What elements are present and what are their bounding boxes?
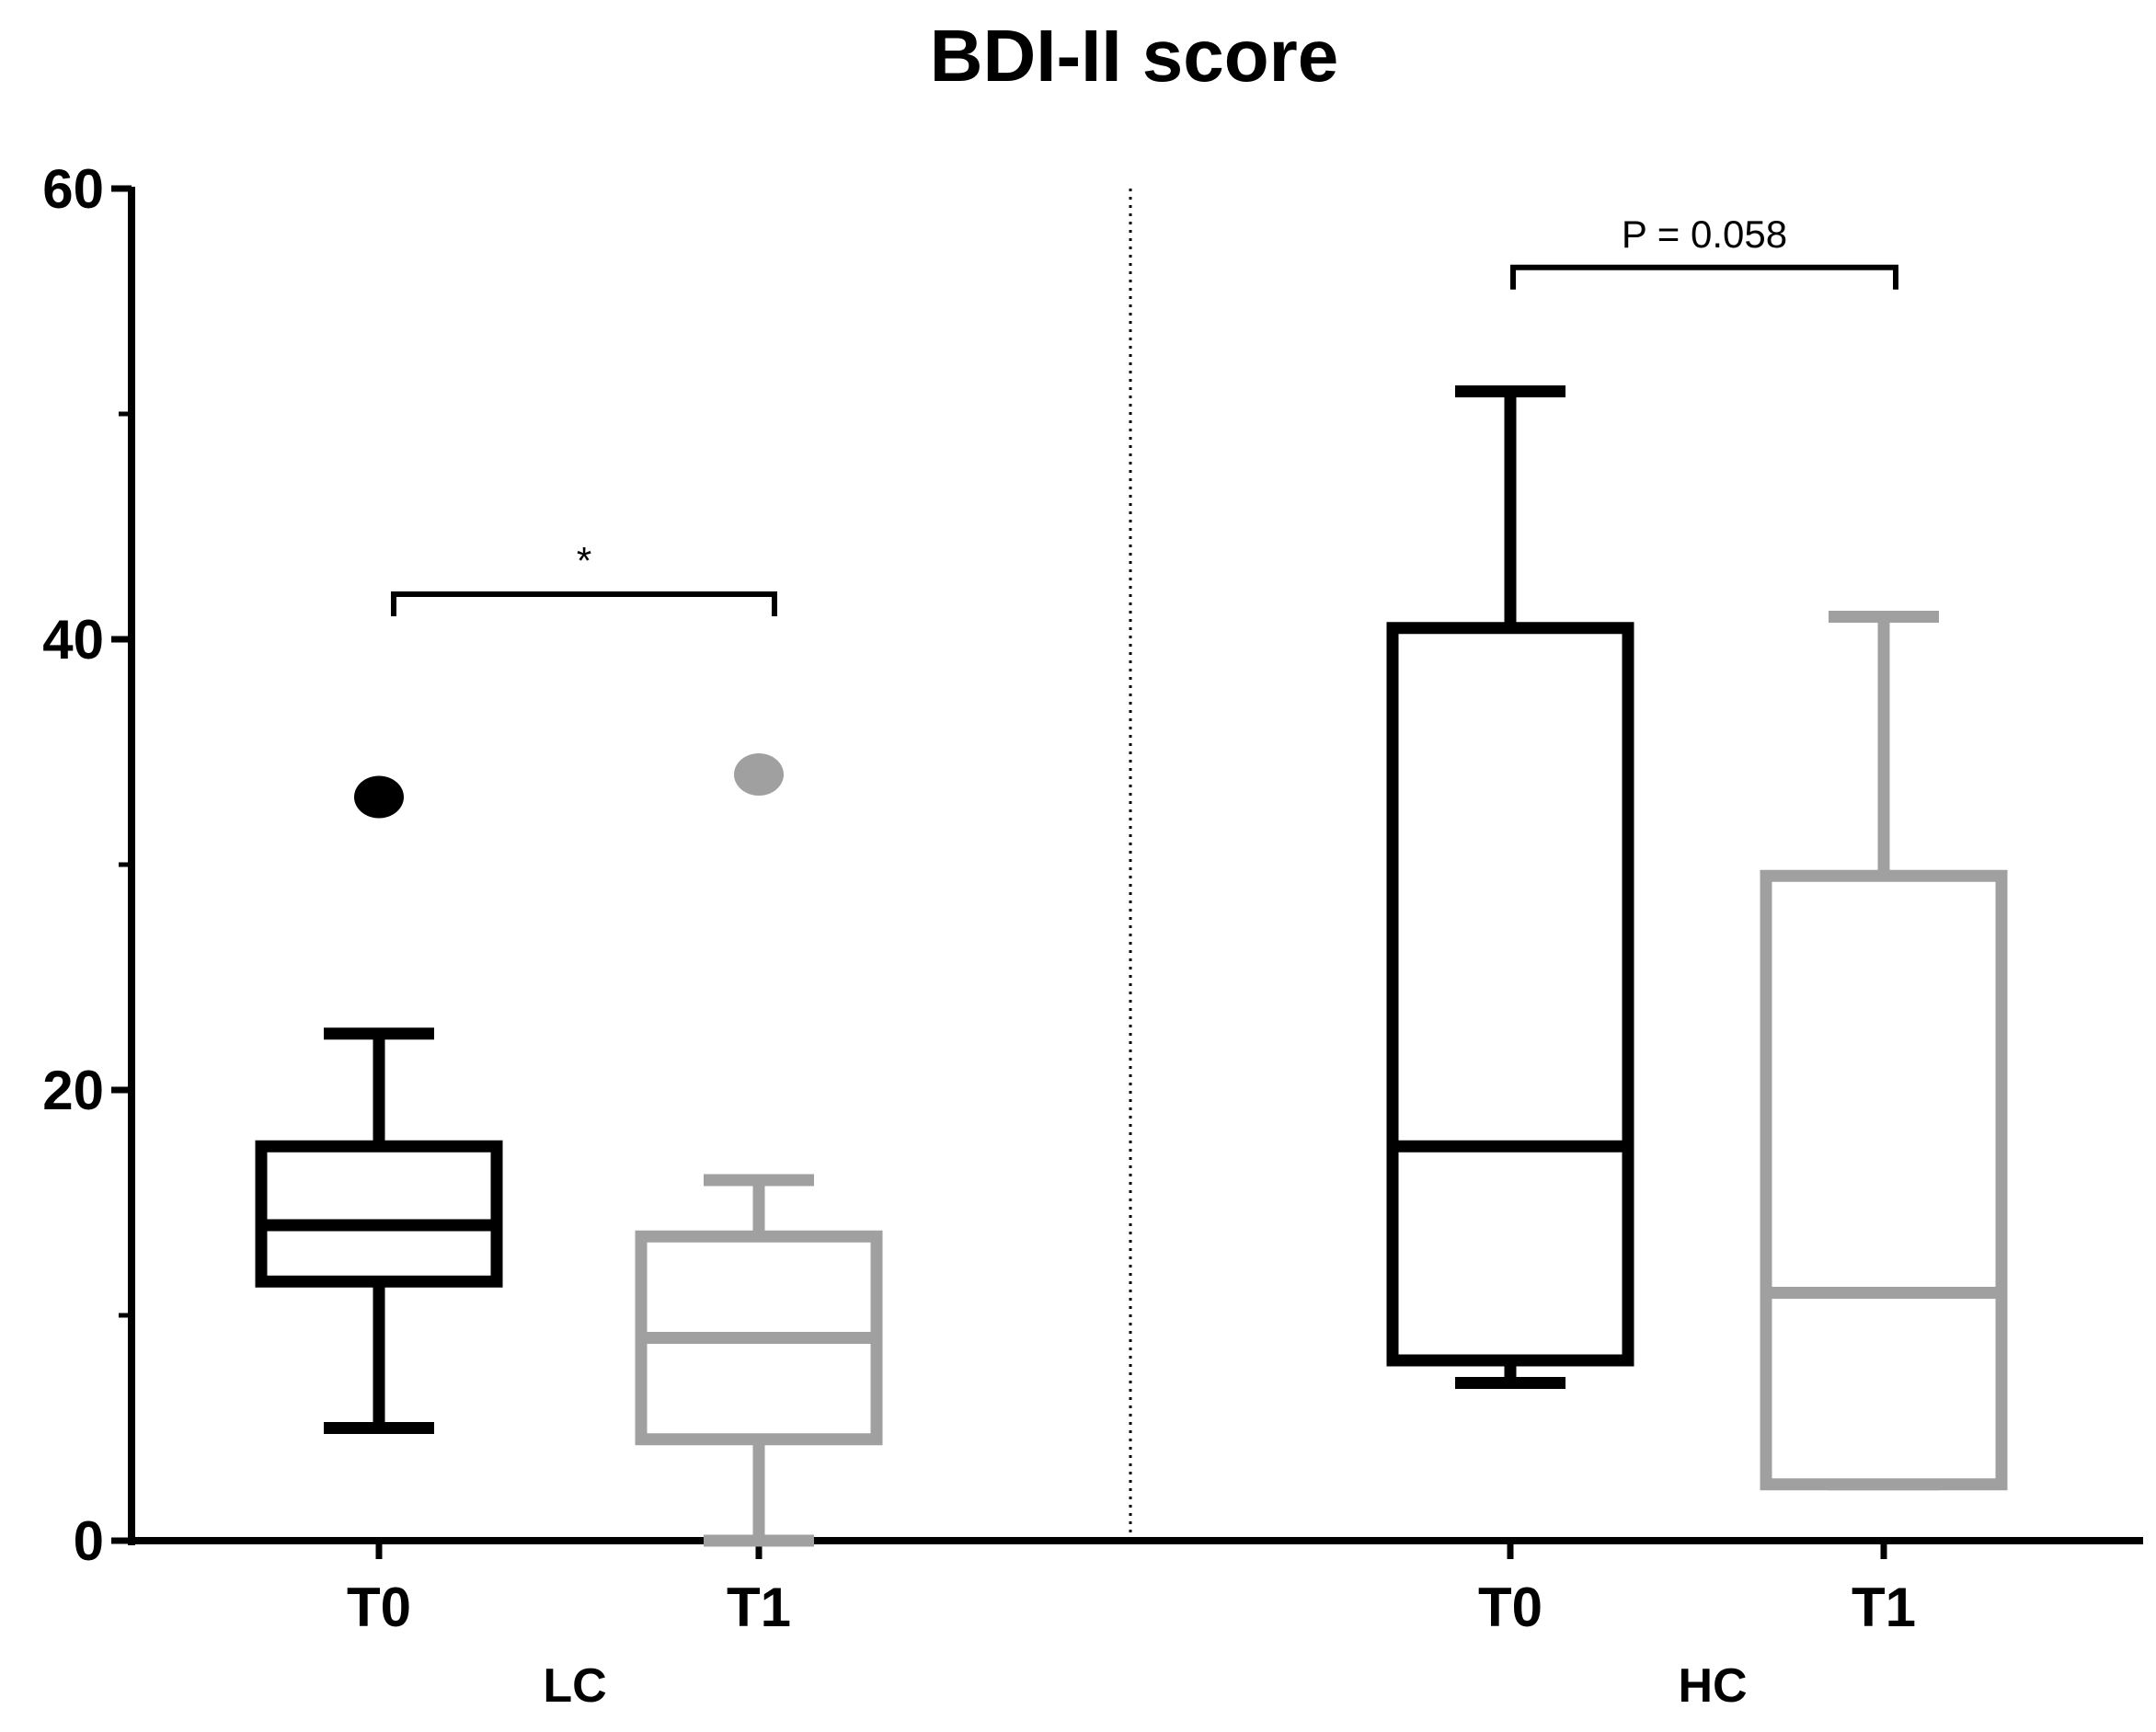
group-label-lc: LC bbox=[543, 1659, 606, 1713]
chart-title: BDI-II score bbox=[930, 15, 1339, 97]
y-tick-label: 20 bbox=[42, 1060, 104, 1121]
x-tick-label-hc-t0: T0 bbox=[1478, 1577, 1542, 1638]
y-tick-label: 40 bbox=[42, 609, 104, 671]
axes: 0 20 40 60 T0 T1 LC T0 T1 HC bbox=[42, 158, 2143, 1713]
y-tick-label: 0 bbox=[74, 1510, 104, 1572]
significance-label-hc: P = 0.058 bbox=[1622, 212, 1787, 256]
x-tick-label-lc-t0: T0 bbox=[347, 1577, 411, 1638]
x-tick-label-hc-t1: T1 bbox=[1852, 1577, 1916, 1638]
significance-bracket-lc bbox=[391, 591, 777, 616]
significance-label-lc: * bbox=[577, 539, 591, 582]
y-tick-label: 60 bbox=[42, 158, 104, 220]
box-hc-t1 bbox=[1760, 869, 2008, 1491]
box-lc-t0 bbox=[255, 1140, 503, 1288]
group-label-hc: HC bbox=[1678, 1659, 1747, 1713]
outlier-lc-t1 bbox=[734, 753, 784, 796]
outlier-lc-t0 bbox=[354, 775, 404, 819]
plot-marks: * P = 0.058 bbox=[255, 212, 2008, 1547]
box-hc-t0 bbox=[1386, 622, 1634, 1367]
significance-bracket-hc bbox=[1510, 264, 1898, 290]
x-tick-label-lc-t1: T1 bbox=[727, 1577, 791, 1638]
